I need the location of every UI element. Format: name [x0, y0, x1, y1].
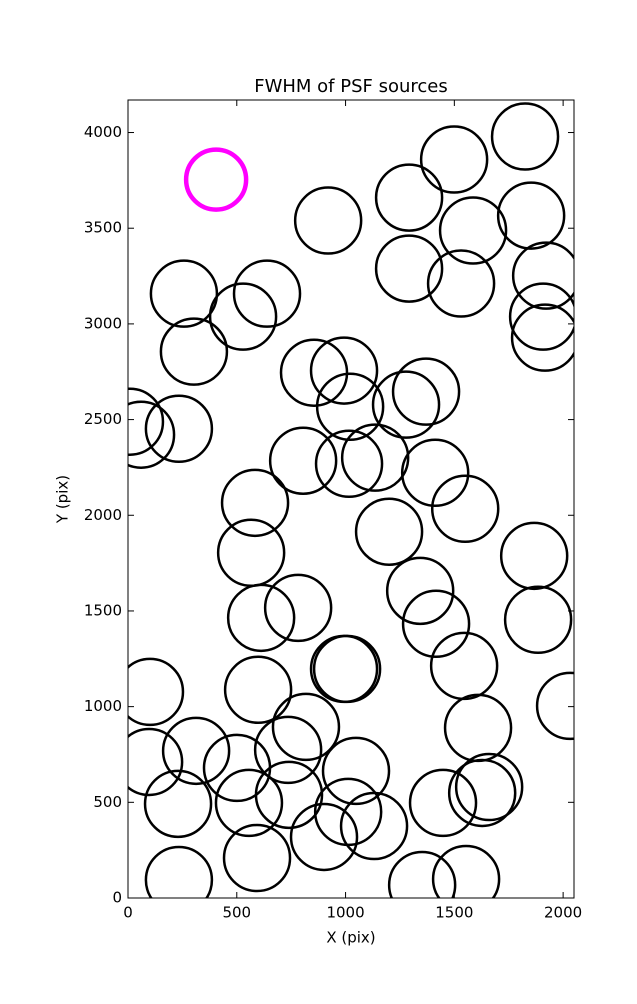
- y-tick-label: 3500: [84, 219, 122, 237]
- source-circle: [496, 181, 566, 250]
- mask-right: [574, 0, 637, 1000]
- x-tick-label: 1000: [326, 904, 364, 922]
- source-circle: [426, 249, 496, 318]
- source-circle: [161, 716, 231, 786]
- y-tick-label: 2000: [84, 506, 122, 524]
- y-axis-label: Y (pix): [54, 475, 72, 524]
- chart-title: FWHM of PSF sources: [254, 76, 448, 97]
- source-circle: [503, 585, 573, 655]
- source-circle: [159, 317, 229, 386]
- x-tick-label: 2000: [544, 904, 582, 922]
- source-circle: [490, 102, 560, 171]
- source-circle: [314, 429, 384, 499]
- source-circle: [354, 497, 424, 566]
- mask-bottom: [0, 898, 637, 1000]
- y-tick-label: 3000: [84, 314, 122, 332]
- source-circle: [214, 768, 284, 838]
- source-circle: [401, 589, 471, 659]
- source-circle: [447, 758, 517, 828]
- source-circle: [315, 372, 385, 442]
- source-circle: [271, 692, 341, 762]
- source-circle: [293, 186, 363, 255]
- source-circle: [454, 752, 524, 822]
- y-tick-label: 500: [93, 793, 122, 811]
- source-circle: [385, 556, 455, 626]
- source-circle: [408, 768, 478, 838]
- plot-frame: [127, 99, 575, 899]
- source-circle: [143, 769, 213, 839]
- y-tick-label: 0: [112, 889, 122, 907]
- mask-left: [0, 0, 128, 1000]
- source-circle: [438, 196, 508, 265]
- source-circle: [499, 521, 569, 591]
- source-circle: [374, 163, 444, 232]
- x-tick-label: 1500: [435, 904, 473, 922]
- source-circle: [391, 357, 461, 426]
- source-circle: [263, 573, 333, 643]
- y-tick-label: 4000: [84, 123, 122, 141]
- source-circle: [309, 336, 379, 405]
- source-circle: [321, 736, 391, 806]
- source-circle: [232, 259, 302, 328]
- source-circle: [419, 125, 489, 194]
- y-tick-label: 1500: [84, 601, 122, 619]
- source-circle: [312, 634, 382, 704]
- source-circle: [222, 823, 292, 893]
- x-axis-label: X (pix): [326, 929, 375, 947]
- source-circle: [208, 282, 278, 351]
- source-circle: [226, 583, 296, 653]
- source-circle: [289, 802, 359, 872]
- source-circle: [340, 423, 410, 492]
- source-circle: [220, 468, 290, 538]
- source-circle: [254, 760, 324, 830]
- mask-top: [0, 0, 637, 100]
- source-circle: [268, 426, 338, 495]
- source-circle: [339, 791, 409, 861]
- source-circle: [149, 259, 219, 328]
- source-circle: [253, 715, 323, 785]
- source-circle: [400, 438, 470, 508]
- x-tick-label: 500: [222, 904, 251, 922]
- source-circle: [144, 394, 214, 464]
- source-circle: [183, 147, 249, 212]
- source-circle: [223, 655, 293, 725]
- y-tick-label: 2500: [84, 410, 122, 428]
- x-tick-label: 0: [123, 904, 133, 922]
- source-circle: [430, 474, 500, 544]
- y-tick-label: 1000: [84, 697, 122, 715]
- source-circle: [371, 370, 441, 439]
- source-circle: [374, 234, 444, 303]
